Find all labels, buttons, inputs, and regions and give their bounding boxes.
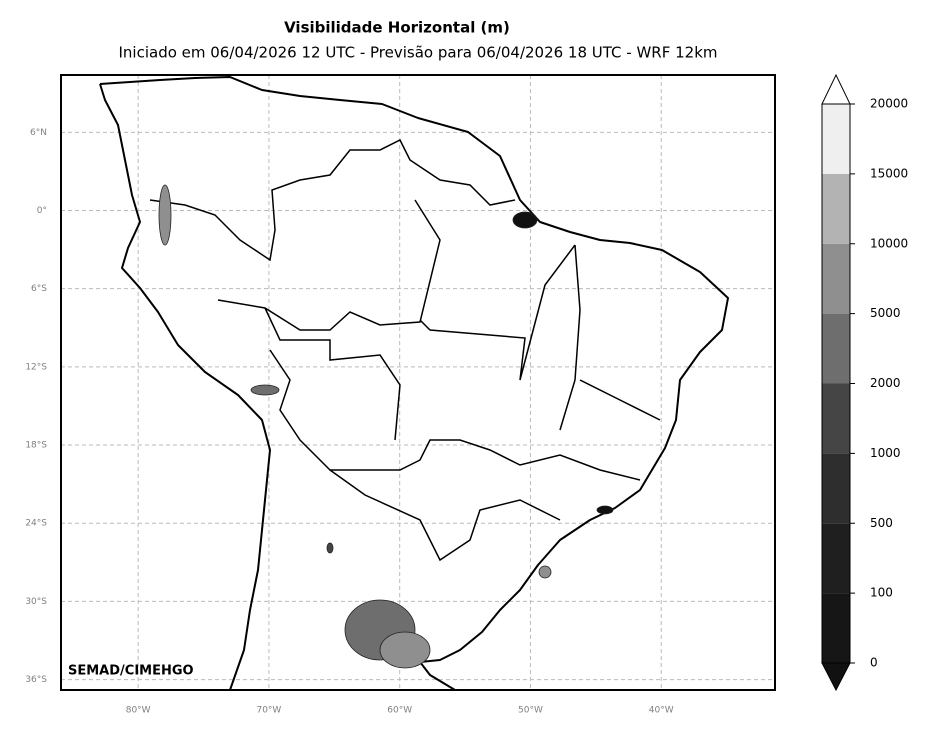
contour bbox=[538, 565, 552, 579]
lon-label: 80°W bbox=[126, 706, 151, 716]
colorbar-label: 10000 bbox=[870, 236, 908, 250]
colorbar-label: 20000 bbox=[870, 97, 908, 111]
lat-label: 0° bbox=[37, 206, 47, 216]
colorbar-bin bbox=[822, 104, 850, 174]
pacific-coast bbox=[99, 83, 271, 691]
lat-label: 18°S bbox=[25, 441, 47, 451]
colorbar-bin bbox=[822, 453, 850, 524]
lat-label: 24°S bbox=[25, 519, 47, 529]
borders bbox=[149, 138, 661, 562]
colorbar: 0 100 500 1000 2000 5000 10000 15000 20000 bbox=[821, 73, 908, 692]
contour bbox=[158, 184, 172, 246]
lon-label: 50°W bbox=[518, 706, 543, 716]
visibility-contours bbox=[158, 184, 614, 669]
colorbar-bin bbox=[822, 313, 850, 384]
atlantic-coast bbox=[99, 76, 729, 691]
colorbar-over bbox=[821, 73, 851, 105]
contour bbox=[379, 631, 431, 669]
colorbar-bin bbox=[822, 173, 850, 244]
colorbar-label: 100 bbox=[870, 586, 893, 600]
lon-label: 70°W bbox=[256, 706, 281, 716]
gridlines bbox=[61, 75, 775, 690]
colorbar-label: 0 bbox=[870, 656, 878, 670]
contour bbox=[326, 542, 334, 554]
colorbar-label: 5000 bbox=[870, 306, 901, 320]
lat-label: 12°S bbox=[25, 362, 47, 372]
colorbar-label: 2000 bbox=[870, 376, 901, 390]
contour bbox=[596, 505, 614, 515]
credit: SEMAD/CIMEHGO bbox=[68, 664, 194, 679]
colorbar-under bbox=[821, 662, 851, 692]
amazon-border bbox=[217, 199, 441, 331]
title: Visibilidade Horizontal (m) bbox=[284, 19, 510, 37]
colorbar-bin bbox=[822, 593, 850, 663]
colorbar-label: 15000 bbox=[870, 166, 908, 180]
lat-label: 6°S bbox=[31, 284, 47, 294]
state-border bbox=[419, 244, 576, 381]
state-border-3 bbox=[559, 244, 661, 431]
lon-label: 40°W bbox=[649, 706, 674, 716]
map-frame bbox=[60, 74, 776, 691]
colorbar-bin bbox=[822, 243, 850, 314]
subtitle: Iniciado em 06/04/2026 12 UTC - Previsão… bbox=[118, 44, 717, 62]
southern-border bbox=[329, 469, 561, 562]
lat-label: 36°S bbox=[25, 675, 47, 685]
contour bbox=[512, 211, 538, 229]
lat-label: 30°S bbox=[25, 597, 47, 607]
colorbar-bin bbox=[822, 523, 850, 594]
state-border-2 bbox=[264, 307, 401, 441]
colorbar-label: 500 bbox=[870, 516, 893, 530]
northern-border bbox=[149, 138, 516, 262]
coastline bbox=[99, 76, 729, 691]
colorbar-bin bbox=[822, 383, 850, 454]
colorbar-label: 1000 bbox=[870, 446, 901, 460]
contour bbox=[250, 384, 280, 396]
lon-label: 60°W bbox=[387, 706, 412, 716]
central-border bbox=[269, 349, 641, 481]
lat-label: 6°N bbox=[30, 128, 47, 138]
